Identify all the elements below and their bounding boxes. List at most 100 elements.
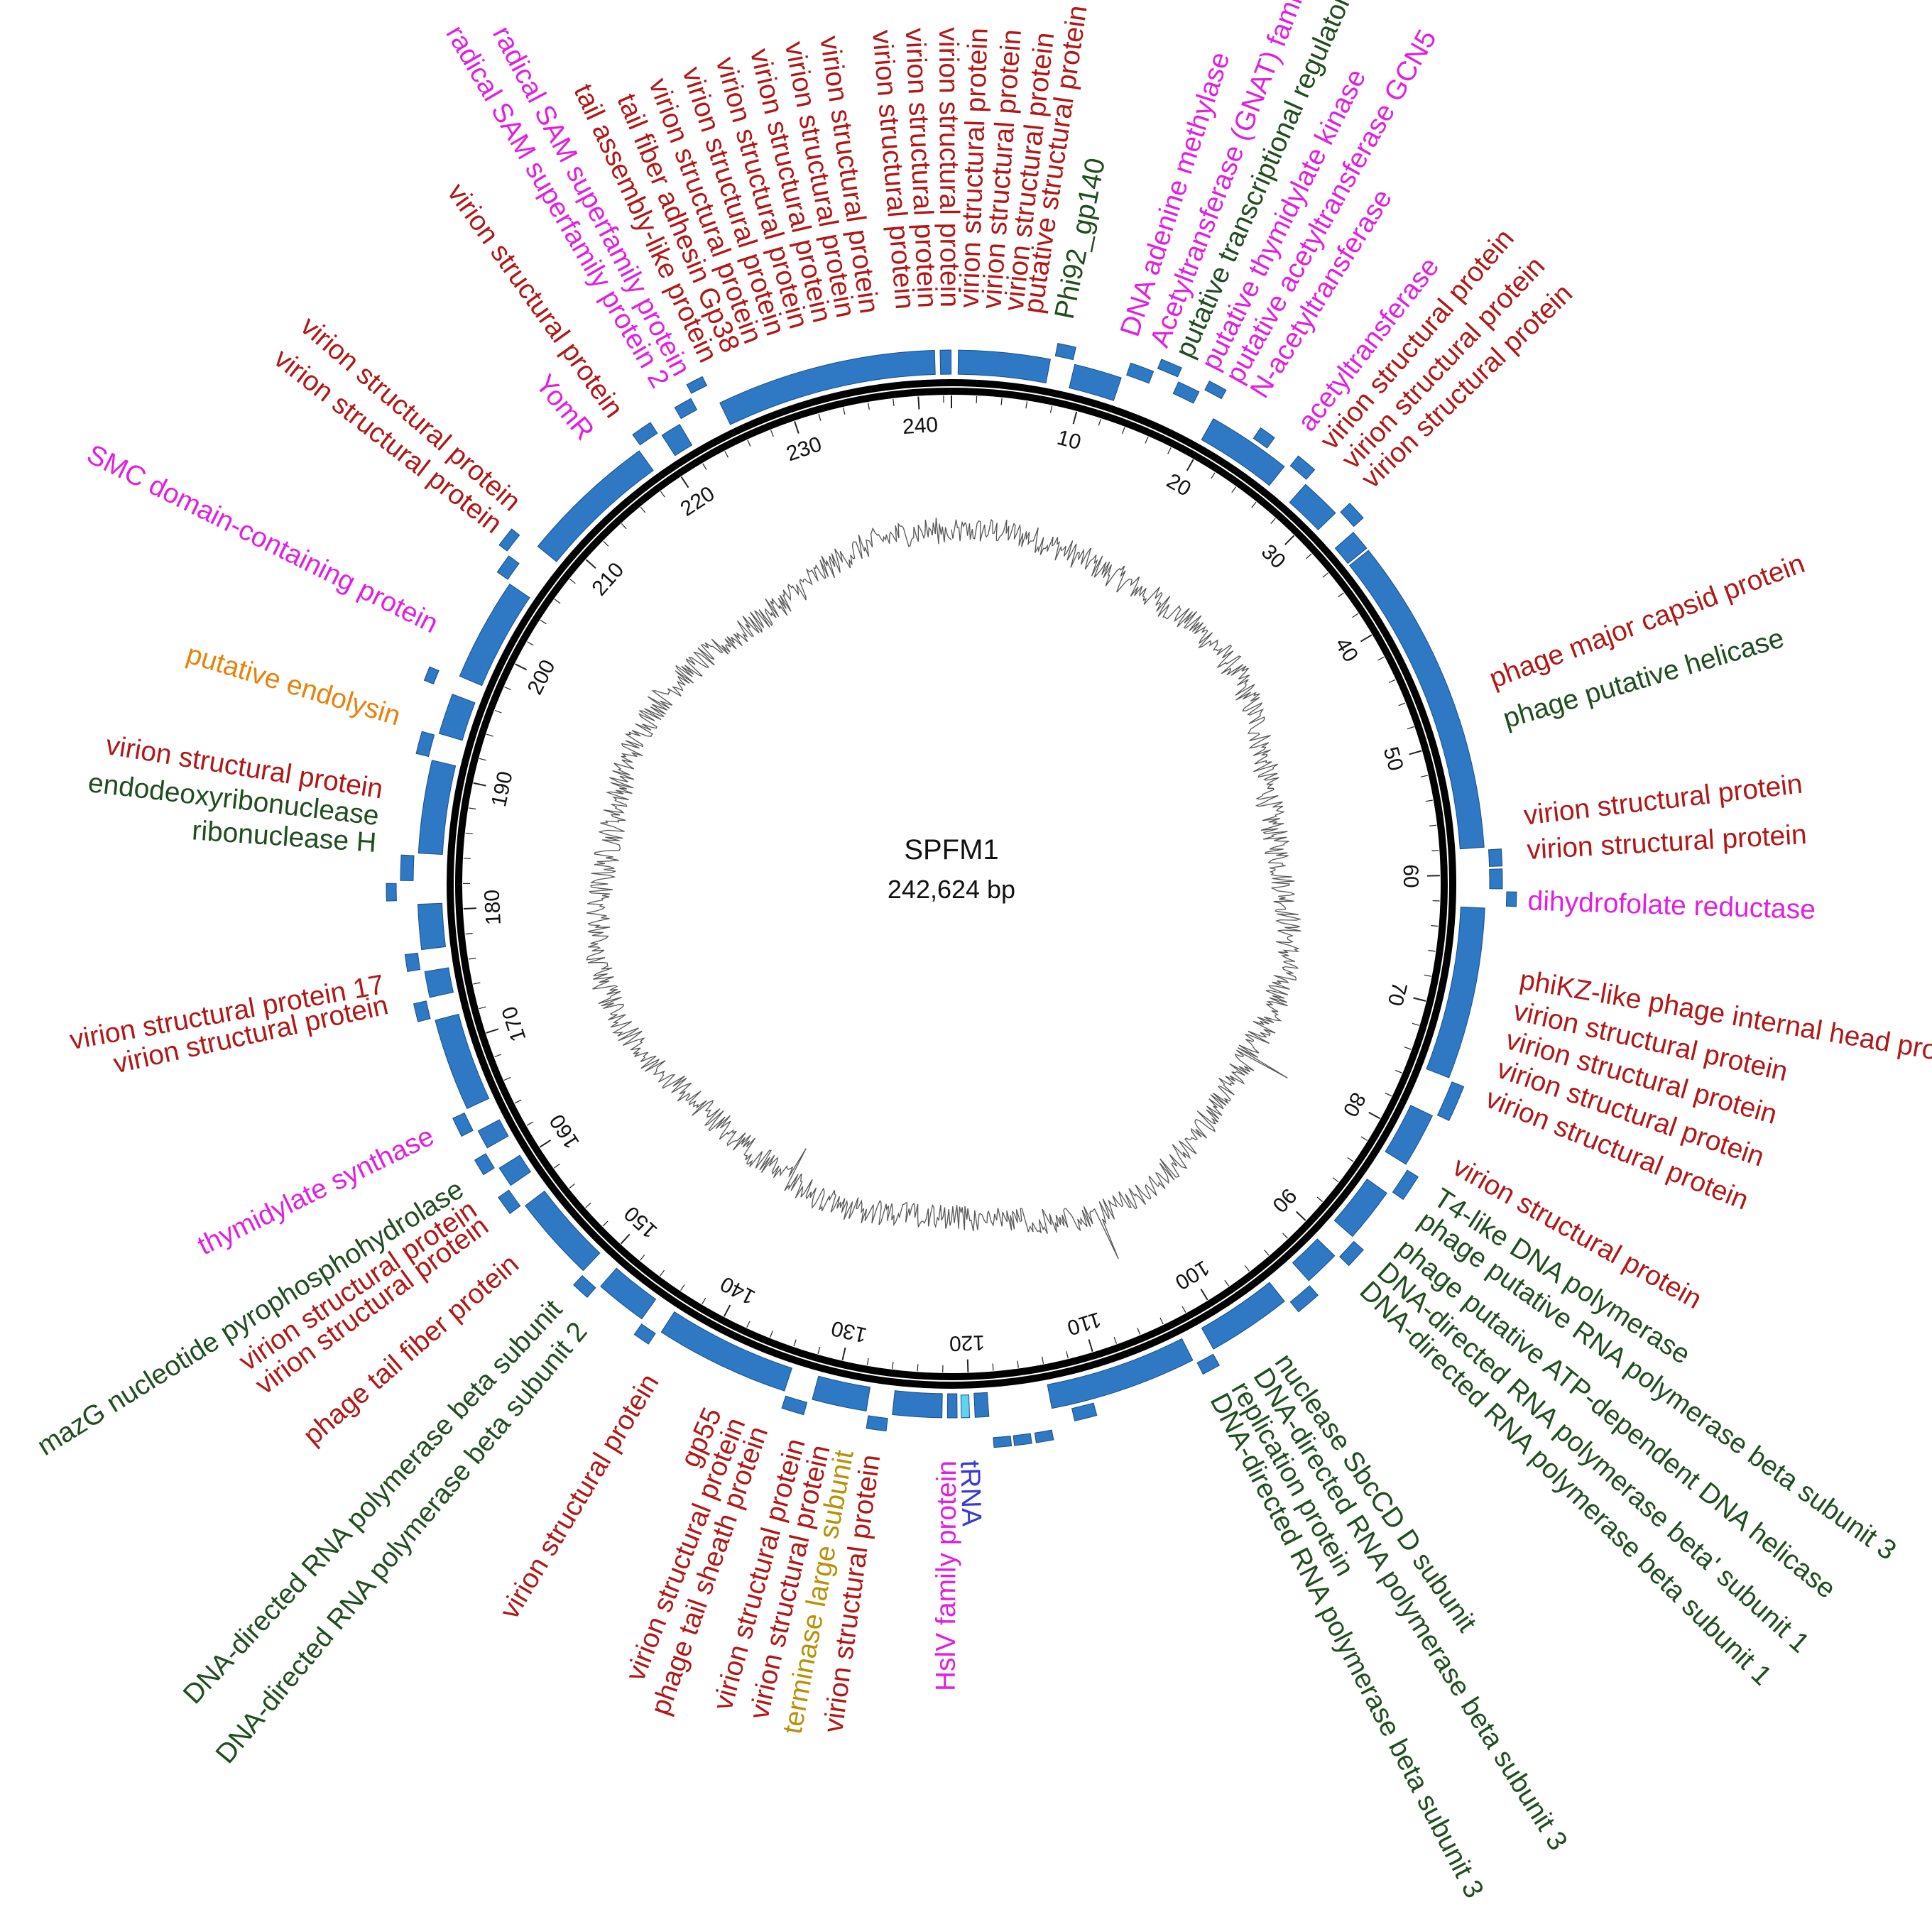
scale-tick-label: 20 bbox=[1162, 469, 1194, 501]
major-tick bbox=[794, 421, 799, 434]
gene-feature bbox=[415, 731, 435, 758]
gene-label: virion structural protein bbox=[1526, 819, 1807, 865]
minor-tick bbox=[503, 1076, 511, 1081]
minor-tick bbox=[1025, 401, 1028, 409]
minor-tick bbox=[843, 407, 846, 415]
minor-tick bbox=[868, 402, 870, 410]
major-tick bbox=[486, 1028, 499, 1034]
gene-feature bbox=[498, 1154, 532, 1186]
minor-tick bbox=[1404, 1047, 1412, 1050]
minor-tick bbox=[1017, 1360, 1019, 1368]
minor-tick bbox=[1322, 572, 1328, 578]
minor-tick bbox=[1042, 1356, 1044, 1364]
gene-feature bbox=[632, 422, 658, 446]
minor-tick bbox=[1385, 1092, 1392, 1097]
minor-tick bbox=[1398, 702, 1406, 706]
minor-tick bbox=[1332, 1177, 1339, 1183]
gene-feature bbox=[946, 1393, 958, 1419]
minor-tick bbox=[1159, 1317, 1164, 1325]
scale-tick-label: 150 bbox=[620, 1201, 662, 1242]
gene-feature bbox=[1201, 1282, 1285, 1350]
minor-tick bbox=[1137, 1328, 1141, 1335]
gene-feature bbox=[1196, 1353, 1221, 1375]
minor-tick bbox=[465, 832, 473, 834]
major-tick bbox=[620, 1233, 631, 1245]
scale-tick-label: 240 bbox=[902, 413, 939, 439]
gene-feature bbox=[1348, 550, 1485, 850]
trna-feature bbox=[960, 1394, 971, 1419]
gene-feature bbox=[633, 1323, 656, 1345]
gene-feature bbox=[892, 1390, 943, 1419]
scale-tick-label: 200 bbox=[523, 656, 560, 699]
minor-tick bbox=[1066, 1351, 1069, 1359]
minor-tick bbox=[660, 1269, 665, 1277]
minor-tick bbox=[1224, 1279, 1230, 1287]
gene-feature bbox=[781, 1395, 808, 1416]
gene-feature bbox=[674, 398, 698, 420]
major-tick bbox=[1186, 459, 1194, 471]
gene-feature bbox=[686, 376, 708, 394]
gene-feature bbox=[1339, 1240, 1364, 1267]
minor-tick bbox=[1425, 799, 1433, 802]
gene-label: putative endolysin bbox=[183, 639, 404, 732]
gene-label: tRNA bbox=[954, 1460, 987, 1526]
major-tick bbox=[1360, 634, 1372, 643]
scale-tick-label: 60 bbox=[1399, 864, 1423, 888]
scale-tick-label: 70 bbox=[1383, 980, 1412, 1008]
minor-tick bbox=[724, 451, 729, 458]
major-tick bbox=[680, 476, 689, 488]
gene-feature bbox=[459, 583, 530, 687]
gene-feature bbox=[660, 1311, 793, 1392]
scale-tick-label: 180 bbox=[480, 889, 505, 926]
minor-tick bbox=[1244, 1265, 1250, 1272]
scale-tick-label: 170 bbox=[498, 1003, 531, 1044]
gene-feature bbox=[812, 1375, 871, 1411]
major-tick bbox=[1413, 997, 1426, 1002]
gene-label: SMC domain-containing protein bbox=[82, 439, 443, 639]
gene-feature bbox=[1252, 427, 1275, 449]
minor-tick bbox=[817, 1347, 821, 1354]
gc-skew-line bbox=[586, 518, 1302, 1260]
gene-feature bbox=[386, 883, 397, 902]
gene-feature bbox=[719, 349, 936, 425]
backbone-center-line bbox=[454, 386, 1449, 1382]
major-tick bbox=[1296, 1211, 1306, 1221]
minor-tick bbox=[527, 641, 534, 646]
gene-feature bbox=[572, 1274, 596, 1299]
gene-feature bbox=[1126, 362, 1155, 384]
minor-tick bbox=[640, 1255, 645, 1261]
gene-feature bbox=[417, 902, 447, 951]
minor-tick bbox=[540, 619, 547, 625]
gene-feature bbox=[537, 450, 654, 562]
gene-feature bbox=[1436, 1081, 1465, 1121]
gene-feature bbox=[438, 694, 476, 741]
gene-feature bbox=[496, 555, 520, 580]
minor-tick bbox=[554, 599, 561, 604]
minor-tick bbox=[1167, 447, 1172, 454]
major-tick bbox=[1200, 1288, 1208, 1301]
major-tick bbox=[539, 1140, 552, 1148]
scale-tick-label: 30 bbox=[1257, 540, 1290, 574]
minor-tick bbox=[1049, 405, 1053, 413]
gene-feature-ring bbox=[386, 343, 1517, 1448]
scale-tick-label: 130 bbox=[829, 1316, 869, 1347]
minor-tick bbox=[1407, 726, 1414, 730]
minor-tick bbox=[1000, 398, 1003, 405]
gene-feature bbox=[600, 1267, 657, 1320]
genome-backbone-ring bbox=[447, 379, 1456, 1389]
minor-tick bbox=[1282, 1233, 1288, 1239]
minor-tick bbox=[1264, 1250, 1270, 1256]
minor-tick bbox=[976, 395, 978, 403]
minor-tick bbox=[746, 1321, 751, 1328]
minor-tick bbox=[621, 523, 627, 530]
major-tick bbox=[1088, 1339, 1093, 1352]
minor-tick bbox=[893, 398, 895, 406]
gene-feature bbox=[1289, 455, 1316, 480]
minor-tick bbox=[585, 1202, 591, 1208]
minor-tick bbox=[1251, 501, 1257, 508]
gene-feature bbox=[477, 1119, 509, 1149]
scale-tick-label: 160 bbox=[545, 1110, 584, 1152]
scale-tick-label: 140 bbox=[716, 1272, 759, 1309]
minor-tick bbox=[702, 1297, 706, 1304]
